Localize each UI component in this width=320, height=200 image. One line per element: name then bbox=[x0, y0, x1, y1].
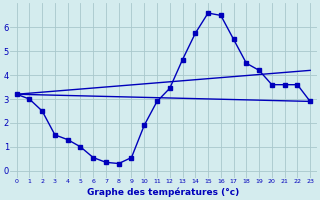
X-axis label: Graphe des températures (°c): Graphe des températures (°c) bbox=[87, 187, 239, 197]
